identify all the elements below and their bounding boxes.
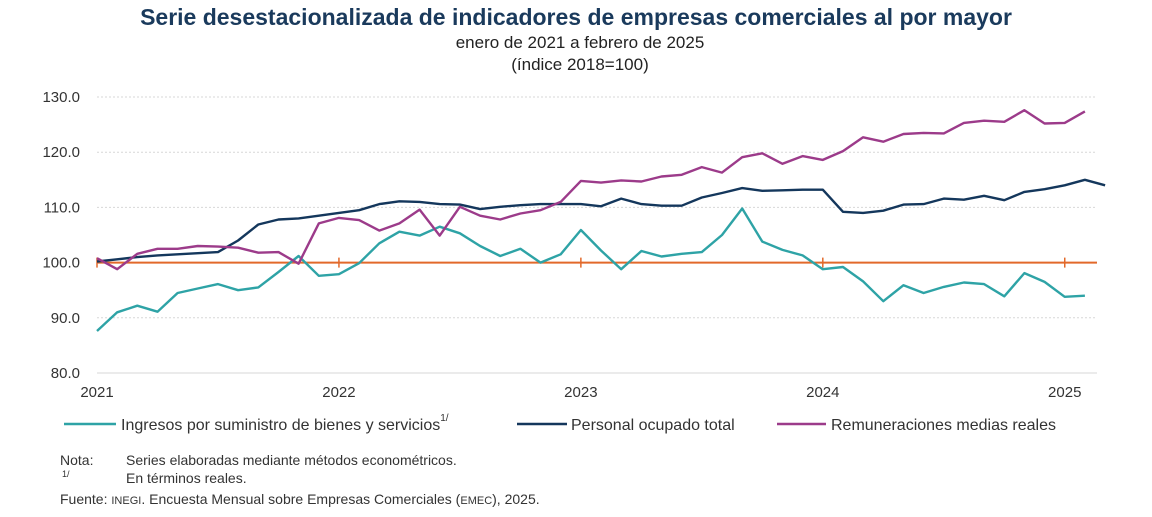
chart-title: Serie desestacionalizada de indicadores … xyxy=(140,4,1012,30)
series-personal-line xyxy=(96,178,1106,263)
y-tick-label: 80.0 xyxy=(51,365,80,382)
footnote-mark: 1/ xyxy=(62,469,70,479)
y-tick-label: 120.0 xyxy=(42,144,80,161)
x-tick-label: 2024 xyxy=(806,384,839,401)
fuente-org: INEGI xyxy=(111,495,142,507)
legend-superscript: 1/ xyxy=(440,413,449,424)
series-lines xyxy=(96,108,1106,332)
series-remuneraciones-legend-label: Remuneraciones medias reales xyxy=(831,417,1056,434)
x-axis-ticks: 2021 2022 2023 2024 2025 xyxy=(80,384,1081,401)
grid-lines xyxy=(97,96,1097,374)
y-tick-label: 130.0 xyxy=(42,89,80,106)
legend: Ingresos por suministro de bienes y serv… xyxy=(64,413,1056,434)
chart-subtitle: enero de 2021 a febrero de 2025 xyxy=(455,33,705,52)
chart-subtitle-index: (índice 2018=100) xyxy=(511,55,649,74)
reference-line-100 xyxy=(96,257,1097,268)
y-tick-label: 110.0 xyxy=(44,199,80,216)
series-ingresos-line xyxy=(96,207,1085,332)
nota-label: Nota: xyxy=(60,452,94,468)
series-remuneraciones-line xyxy=(96,108,1086,271)
y-tick-label: 100.0 xyxy=(42,255,80,272)
x-tick-label: 2025 xyxy=(1048,384,1081,401)
y-axis-ticks: 80.0 90.0 100.0 110.0 120.0 130.0 xyxy=(42,89,80,382)
series-ingresos-legend-label: Ingresos por suministro de bienes y serv… xyxy=(121,413,449,434)
x-tick-label: 2023 xyxy=(564,384,597,401)
y-tick-label: 90.0 xyxy=(51,310,80,327)
fuente-text-b: ), 2025. xyxy=(492,491,540,507)
series-personal-legend-label: Personal ocupado total xyxy=(571,417,735,434)
x-tick-label: 2022 xyxy=(322,384,355,401)
x-tick-label: 2021 xyxy=(80,384,113,401)
footnote-text: En términos reales. xyxy=(126,470,247,486)
fuente-abbr: EMEC xyxy=(460,495,493,507)
fuente-label: Fuente: xyxy=(60,491,108,507)
nota-text: Series elaboradas mediante métodos econo… xyxy=(126,452,457,468)
fuente-text-a: . Encuesta Mensual sobre Empresas Comerc… xyxy=(141,491,461,507)
